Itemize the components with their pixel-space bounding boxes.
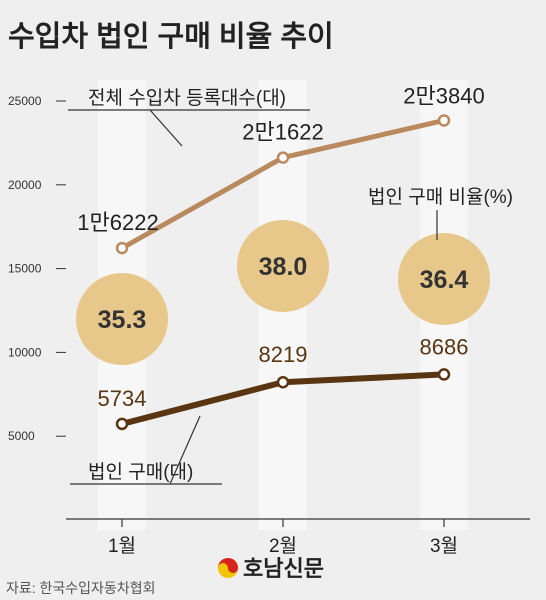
y-tick-label: 15000: [8, 262, 42, 276]
ratio-value-label: 38.0: [259, 253, 308, 281]
data-value-label: 2만1622: [242, 120, 323, 145]
y-tick-label: 10000: [8, 345, 42, 359]
y-tick-label: 25000: [8, 94, 42, 108]
data-point: [115, 417, 129, 431]
data-point: [276, 375, 290, 389]
x-tick-label: 2월: [269, 535, 297, 557]
data-value-label: 2만3840: [403, 83, 484, 108]
y-tick-label: 20000: [8, 178, 42, 192]
legend-corporate: 법인 구매(대): [70, 415, 222, 485]
legend-ratio: 법인 구매 비율(%): [368, 186, 513, 240]
ratio-bubble: [398, 233, 490, 325]
series-lines: 1만6222 2만1622 2만3840 5734 8219 8686: [77, 83, 485, 431]
data-value-label: 8686: [420, 334, 469, 359]
ratio-bubble: [237, 220, 329, 312]
ratio-value-label: 35.3: [98, 306, 147, 334]
data-value-label: 8219: [259, 342, 308, 367]
logo-text: 호남신문: [243, 556, 324, 581]
chart-title: 수입차 법인 구매 비율 추이: [8, 20, 334, 53]
logo-emblem-icon: [218, 558, 238, 578]
legend-corporate-label: 법인 구매(대): [88, 461, 193, 483]
data-value-label: 5734: [98, 386, 147, 411]
data-point: [437, 114, 451, 127]
legend-total-leader: [68, 109, 310, 147]
x-axis: 1월 2월 3월: [66, 518, 530, 557]
ratio-bubble: [76, 273, 168, 365]
x-tick-label: 1월: [108, 535, 136, 557]
y-tick-label: 5000: [8, 429, 35, 443]
legend-corporate-leader: [70, 415, 222, 485]
publisher-logo: 호남신문: [218, 556, 324, 581]
x-tick-label: 3월: [430, 535, 458, 557]
data-point: [115, 241, 129, 255]
data-point: [276, 151, 290, 164]
legend-ratio-label: 법인 구매 비율(%): [368, 186, 513, 208]
data-value-label: 1만6222: [77, 210, 158, 235]
ratio-value-label: 36.4: [420, 266, 469, 294]
ratio-bubbles: 35.3 38.0 36.4: [76, 220, 490, 365]
data-point: [437, 368, 451, 381]
legend-total-label: 전체 수입차 등록대수(대): [88, 87, 286, 109]
source-note: 자료: 한국수입자동차협회: [6, 580, 155, 596]
y-axis: 5000 10000 15000 20000 25000: [8, 94, 66, 443]
legend-total: 전체 수입차 등록대수(대): [68, 87, 310, 147]
